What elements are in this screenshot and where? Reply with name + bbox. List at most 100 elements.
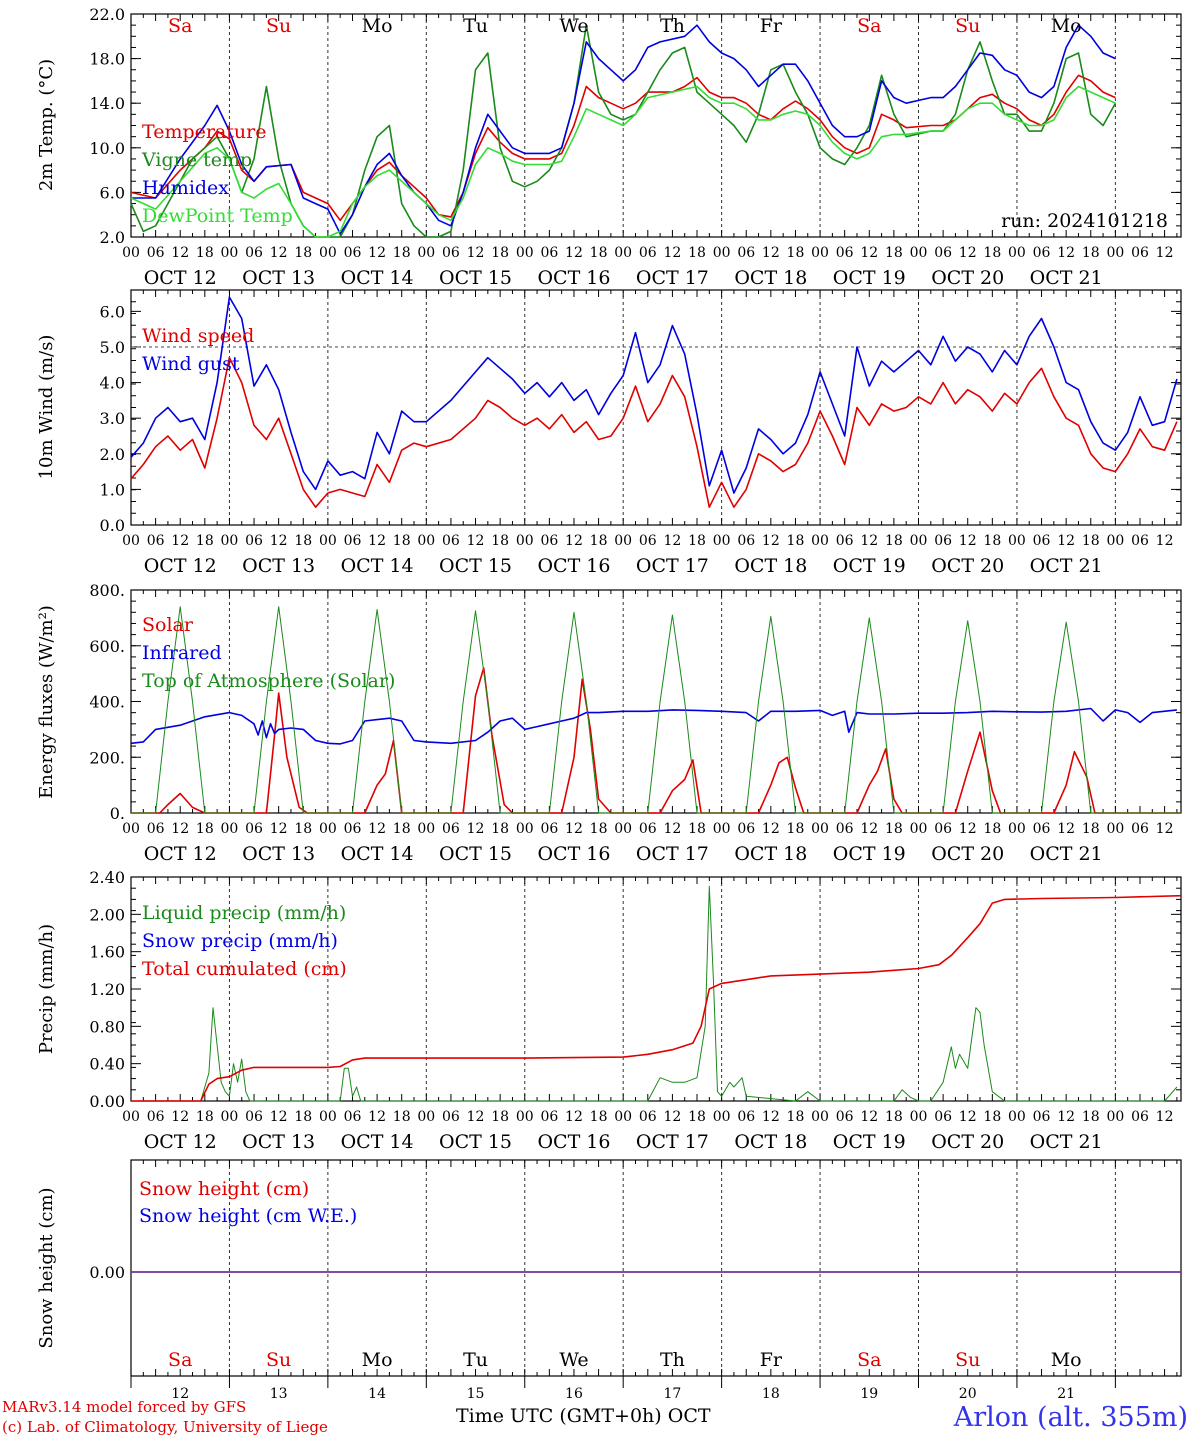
day-name-bottom: Th <box>660 1349 685 1371</box>
x-hour-label: 00 <box>713 1109 731 1125</box>
x-hour-label: 06 <box>344 245 362 261</box>
x-date-label: OCT 18 <box>734 1131 807 1153</box>
y-tick-label: 400. <box>89 693 125 712</box>
panel-frame <box>130 13 1182 238</box>
y-tick-label: 6.0 <box>100 183 125 202</box>
series-line-top-of-atmosphere-solar- <box>131 606 1181 814</box>
x-hour-label: 00 <box>516 533 534 549</box>
x-hour-label: 00 <box>1106 821 1124 837</box>
x-hour-label: 00 <box>221 821 239 837</box>
x-hour-label: 12 <box>368 1109 386 1125</box>
x-hour-label: 12 <box>1156 821 1174 837</box>
x-hour-label: 06 <box>639 1109 657 1125</box>
x-day-number: 16 <box>565 1386 583 1402</box>
legend-entry: Infrared <box>142 642 222 664</box>
y-tick-label: 0.0 <box>100 516 125 535</box>
series-line-total-cumulated-cm- <box>131 894 1182 1102</box>
x-hour-label: 12 <box>762 1109 780 1125</box>
legend-entry: Snow precip (mm/h) <box>142 930 338 952</box>
x-hour-label: 00 <box>614 245 632 261</box>
x-hour-label: 18 <box>393 245 411 261</box>
day-name-bottom: Mo <box>1051 1349 1082 1371</box>
x-hour-label: 18 <box>491 1109 509 1125</box>
x-hour-label: 06 <box>540 1109 558 1125</box>
x-hour-label: 06 <box>639 245 657 261</box>
x-hour-label: 06 <box>147 1109 165 1125</box>
x-hour-label: 12 <box>171 821 189 837</box>
x-hour-label: 06 <box>344 533 362 549</box>
x-hour-label: 00 <box>614 821 632 837</box>
y-axis-label: 2m Temp. (°C) <box>36 59 57 191</box>
y-tick-label: 200. <box>89 748 125 767</box>
y-tick-label: 800. <box>89 581 125 600</box>
x-hour-label: 12 <box>663 821 681 837</box>
x-hour-label: 06 <box>344 1109 362 1125</box>
y-tick-label: 0.80 <box>89 1017 125 1036</box>
x-hour-label: 06 <box>639 821 657 837</box>
x-hour-label: 12 <box>171 245 189 261</box>
x-hour-label: 18 <box>885 821 903 837</box>
x-hour-label: 18 <box>196 1109 214 1125</box>
x-hour-label: 00 <box>122 245 140 261</box>
x-hour-label: 12 <box>860 821 878 837</box>
x-hour-label: 18 <box>885 533 903 549</box>
x-hour-label: 00 <box>122 533 140 549</box>
x-hour-label: 18 <box>590 1109 608 1125</box>
x-hour-label: 18 <box>688 245 706 261</box>
day-name-bottom: Mo <box>362 1349 393 1371</box>
x-hour-label: 00 <box>1008 821 1026 837</box>
x-hour-label: 00 <box>1106 245 1124 261</box>
series-line-wind-gust <box>130 296 1178 494</box>
day-name-top: Fr <box>760 15 783 37</box>
x-hour-label: 06 <box>639 533 657 549</box>
x-date-label: OCT 15 <box>439 1131 512 1153</box>
x-hour-label: 18 <box>590 245 608 261</box>
legend-entry: Vigne temp <box>141 149 252 171</box>
x-hour-label: 06 <box>934 533 952 549</box>
x-hour-label: 12 <box>270 533 288 549</box>
x-date-label: OCT 18 <box>734 843 807 865</box>
x-date-label: OCT 13 <box>242 267 315 289</box>
x-date-label: OCT 14 <box>341 1131 414 1153</box>
x-axis-title-text: Time UTC (GMT+0h) <box>456 1405 662 1427</box>
x-hour-label: 00 <box>614 1109 632 1125</box>
day-name-top: Mo <box>1051 15 1082 37</box>
day-name-bottom: Sa <box>168 1349 192 1371</box>
x-hour-label: 12 <box>1156 245 1174 261</box>
x-date-label: OCT 14 <box>341 843 414 865</box>
x-hour-label: 18 <box>590 821 608 837</box>
x-date-label: OCT 14 <box>341 267 414 289</box>
x-hour-label: 18 <box>294 245 312 261</box>
x-date-label: OCT 13 <box>242 1131 315 1153</box>
x-hour-label: 18 <box>787 1109 805 1125</box>
y-tick-label: 10.0 <box>89 139 125 158</box>
y-tick-label: 6.0 <box>100 302 125 321</box>
x-hour-label: 06 <box>836 821 854 837</box>
y-tick-label: 5.0 <box>100 338 125 357</box>
x-date-label: OCT 13 <box>242 843 315 865</box>
x-hour-label: 18 <box>491 245 509 261</box>
x-hour-label: 12 <box>860 245 878 261</box>
x-date-label: OCT 19 <box>833 843 906 865</box>
x-date-label: OCT 20 <box>931 267 1004 289</box>
x-hour-label: 12 <box>467 821 485 837</box>
panel-5: 0.00 Snow height (cm) Snow height (cm) Snow… <box>36 1159 1182 1377</box>
x-hour-label: 06 <box>836 1109 854 1125</box>
x-hour-label: 12 <box>1156 533 1174 549</box>
x-hour-label: 00 <box>319 533 337 549</box>
x-hour-label: 00 <box>811 533 829 549</box>
x-hour-label: 00 <box>122 821 140 837</box>
x-hour-label: 06 <box>1131 245 1149 261</box>
day-name-top: Sa <box>857 15 881 37</box>
x-hour-label: 00 <box>417 533 435 549</box>
x-axis-title: Time UTC (GMT+0h) OCT <box>456 1405 711 1427</box>
legend-entry: DewPoint Temp <box>142 205 293 227</box>
day-name-top: Mo <box>362 15 393 37</box>
y-tick-label: 0.00 <box>89 1263 125 1282</box>
x-hour-label: 00 <box>1008 533 1026 549</box>
x-hour-label: 00 <box>811 821 829 837</box>
x-hour-label: 06 <box>737 821 755 837</box>
x-hour-label: 12 <box>171 533 189 549</box>
x-hour-label: 06 <box>442 533 460 549</box>
x-hour-label: 00 <box>417 1109 435 1125</box>
